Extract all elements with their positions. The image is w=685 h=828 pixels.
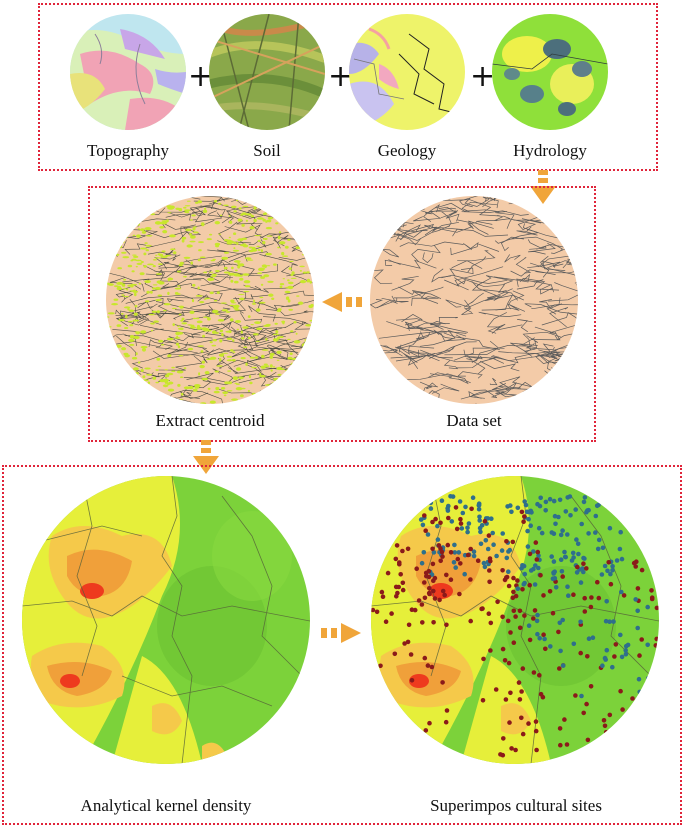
dataset-map	[370, 196, 578, 404]
extract-centroid-label: Extract centroid	[155, 411, 265, 430]
centroid-map	[106, 196, 314, 404]
plus-sign: +	[188, 59, 214, 94]
down-arrow-icon	[530, 170, 556, 204]
hydrology-label: Hydrology	[513, 141, 587, 160]
cultural-sites-map	[371, 476, 659, 764]
processing-panel	[88, 186, 596, 442]
plus-sign: +	[328, 59, 354, 94]
right-arrow-icon	[321, 623, 361, 643]
soil-map	[209, 14, 325, 130]
kernel-density-map	[22, 476, 310, 764]
topography-label: Topography	[87, 141, 169, 160]
topography-map	[70, 14, 186, 130]
geology-label: Geology	[377, 141, 437, 160]
cultural-sites-label: Superimpos cultural sites	[430, 796, 602, 815]
kernel-density-label: Analytical kernel density	[80, 796, 252, 815]
results-panel	[2, 465, 682, 825]
soil-label: Soil	[253, 141, 281, 160]
input-layers-panel	[38, 3, 658, 171]
data-set-label: Data set	[446, 411, 502, 430]
plus-sign: +	[470, 59, 496, 94]
left-arrow-icon	[322, 292, 362, 312]
geology-map	[349, 14, 465, 130]
hydrology-map	[492, 14, 608, 130]
